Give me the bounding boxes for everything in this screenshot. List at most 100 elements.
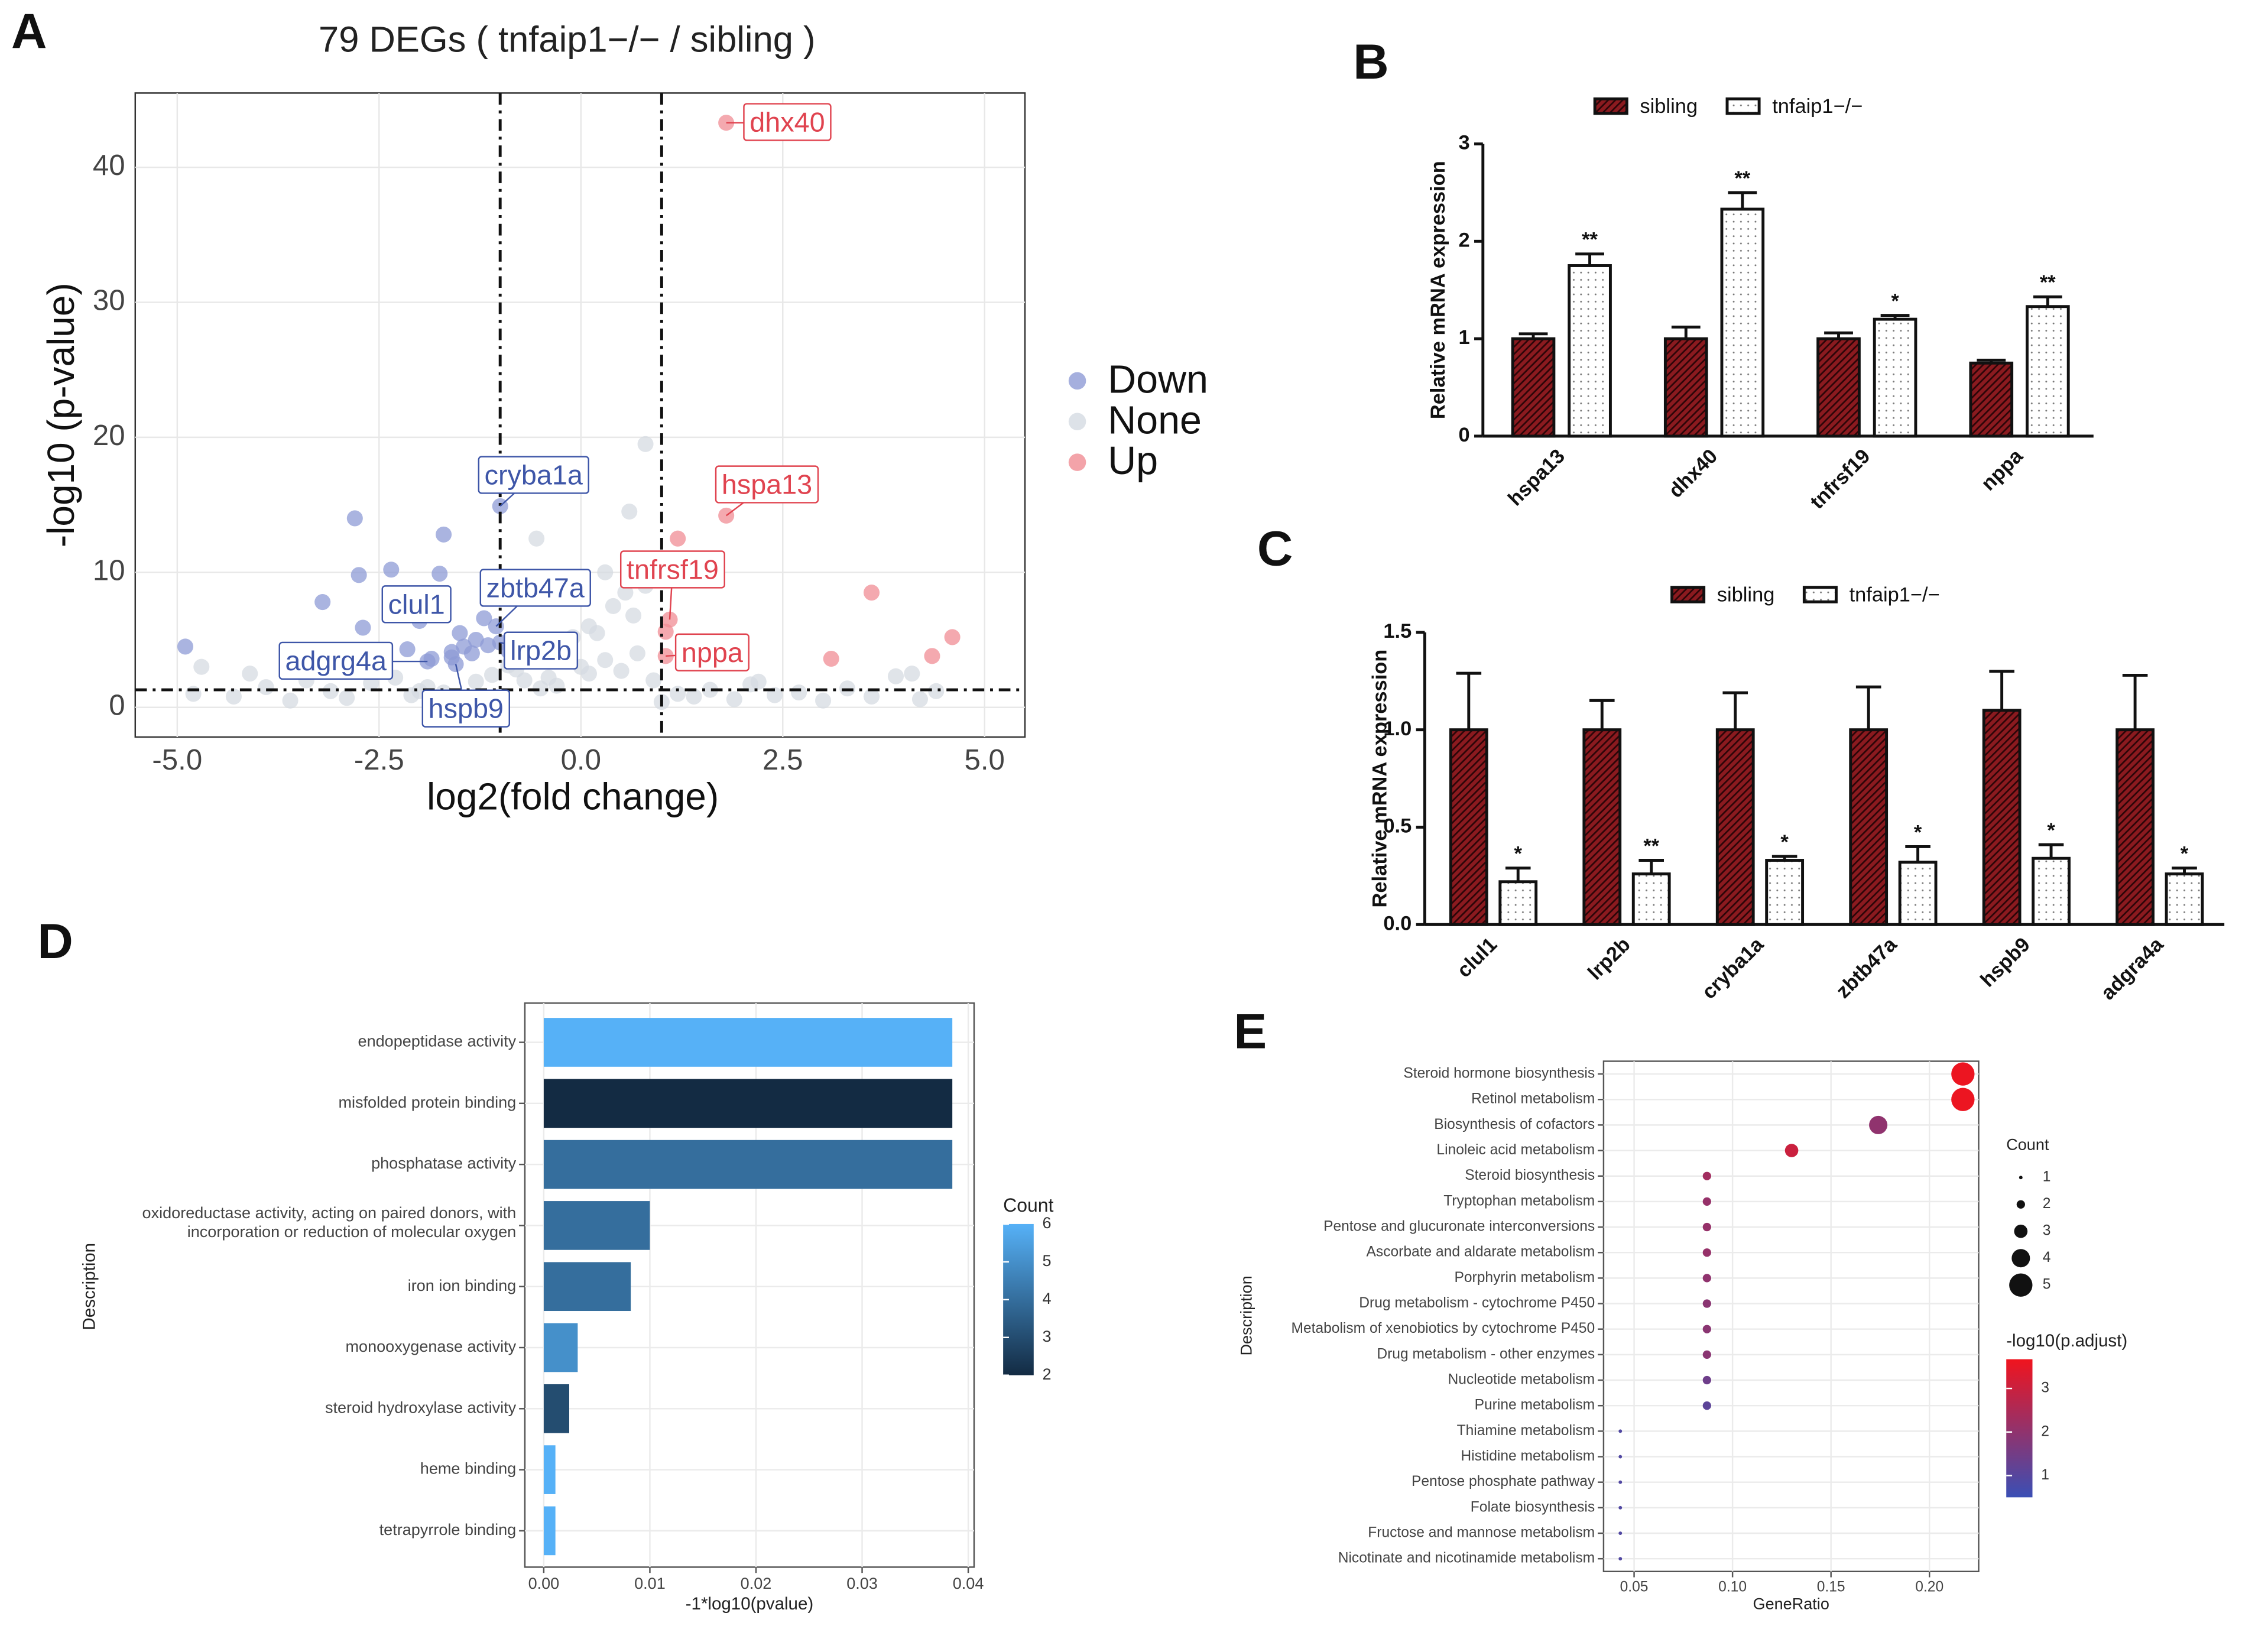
bar — [1663, 337, 1708, 438]
point — [468, 673, 484, 690]
point — [928, 683, 945, 699]
legend-label: 1 — [2043, 1169, 2051, 1185]
colorbar — [2006, 1359, 2033, 1498]
point — [443, 649, 460, 666]
y-tick-label: Histidine metabolism — [1461, 1448, 1595, 1464]
dot — [1702, 1299, 1711, 1308]
panel-letter: B — [1353, 34, 1388, 89]
legend-label: None — [1108, 398, 1202, 442]
panel-letter: C — [1257, 521, 1293, 576]
significance-label: * — [1891, 290, 1899, 312]
x-tick-label: 0.00 — [528, 1575, 560, 1592]
y-tick-label: Drug metabolism - cytochrome P450 — [1359, 1295, 1595, 1311]
bar — [2032, 856, 2071, 926]
y-tick-label: Drug metabolism - other enzymes — [1377, 1346, 1595, 1362]
point — [185, 686, 202, 702]
label-box — [504, 631, 579, 670]
point — [670, 530, 686, 547]
point-label: nppa — [682, 637, 743, 668]
bar — [543, 1323, 578, 1372]
y-axis-label: Description — [79, 1243, 99, 1330]
point-label: adgrg4a — [285, 645, 387, 676]
plot-area — [1602, 1060, 1980, 1572]
significance-label: ** — [1734, 167, 1750, 190]
point — [911, 691, 928, 707]
significance-label: ** — [1643, 835, 1659, 857]
dot — [1618, 1480, 1623, 1484]
dot — [1702, 1248, 1711, 1257]
bar — [2115, 728, 2155, 926]
colorbar-tick-label: 2 — [1043, 1365, 1052, 1383]
label-box — [619, 550, 725, 589]
label-box — [421, 689, 510, 728]
y-tick-label: 30 — [93, 284, 125, 316]
point — [399, 641, 416, 658]
point — [589, 625, 605, 641]
x-tick-label: 0.10 — [1718, 1579, 1747, 1595]
y-tick-label: Nicotinate and nicotinamide metabolism — [1338, 1550, 1595, 1566]
point — [750, 673, 767, 690]
x-tick-label: -2.5 — [354, 744, 404, 776]
bar — [1720, 207, 1765, 438]
bar — [543, 1262, 631, 1312]
x-tick-label: -5.0 — [152, 744, 202, 776]
point — [383, 562, 400, 578]
legend-label: tnfaip1−/− — [1850, 584, 1940, 606]
bar — [1982, 709, 2022, 926]
point — [242, 666, 258, 682]
label-box — [743, 103, 832, 141]
bar — [1765, 859, 1805, 926]
x-tick-label: 5.0 — [965, 744, 1005, 776]
point — [670, 686, 686, 702]
legend-label: 2 — [2043, 1196, 2051, 1212]
bar — [1582, 728, 1622, 926]
colorbar-tick-label: 2 — [2041, 1423, 2049, 1439]
point-label: dhx40 — [749, 106, 825, 137]
legend-label: sibling — [1717, 584, 1775, 606]
colorbar-tick-label: 4 — [1043, 1290, 1052, 1307]
point — [177, 638, 194, 655]
bar — [1849, 728, 1889, 926]
colorbar-tick-label: 3 — [2041, 1380, 2049, 1396]
point — [815, 692, 832, 709]
x-axis-label: -1*log10(pvalue) — [686, 1594, 813, 1614]
dot — [1702, 1350, 1711, 1359]
dot — [1618, 1531, 1623, 1535]
point — [823, 650, 839, 667]
y-tick-label: 3 — [1458, 132, 1469, 154]
point — [225, 688, 242, 705]
point — [580, 666, 597, 682]
y-tick-label: Porphyrin metabolism — [1454, 1270, 1595, 1286]
label-box — [478, 456, 589, 494]
dot — [1702, 1325, 1711, 1333]
legend-label: tnfaip1−/− — [1772, 95, 1863, 118]
point — [637, 436, 654, 452]
dot — [1702, 1197, 1711, 1206]
label-box — [674, 633, 749, 671]
bar — [543, 1079, 953, 1128]
point — [528, 530, 545, 547]
point — [661, 611, 678, 628]
y-tick-label: 1 — [1458, 326, 1469, 349]
legend-marker — [2019, 1176, 2023, 1180]
point — [887, 668, 904, 684]
label-box — [278, 641, 394, 680]
y-tick-label: 40 — [93, 149, 125, 181]
y-tick-label: monooxygenase activity — [346, 1338, 517, 1355]
panel-letter: A — [11, 3, 47, 59]
significance-label: * — [2047, 819, 2055, 842]
dot — [1702, 1222, 1711, 1232]
y-tick-label: Linoleic acid metabolism — [1436, 1142, 1595, 1158]
y-tick-label: Pentose and glucuronate interconversions — [1323, 1219, 1595, 1235]
x-tick-label: 0.15 — [1817, 1579, 1845, 1595]
legend-swatch — [1670, 586, 1706, 603]
x-tick-label: 0.02 — [741, 1575, 772, 1592]
dot — [1702, 1171, 1711, 1180]
point — [463, 645, 480, 661]
y-axis-label: Description — [1237, 1276, 1255, 1355]
point — [621, 503, 638, 520]
point-label: hspa13 — [722, 469, 812, 500]
y-tick-label: oxidoreductase activity, acting on paire… — [142, 1205, 517, 1241]
point — [617, 585, 634, 601]
